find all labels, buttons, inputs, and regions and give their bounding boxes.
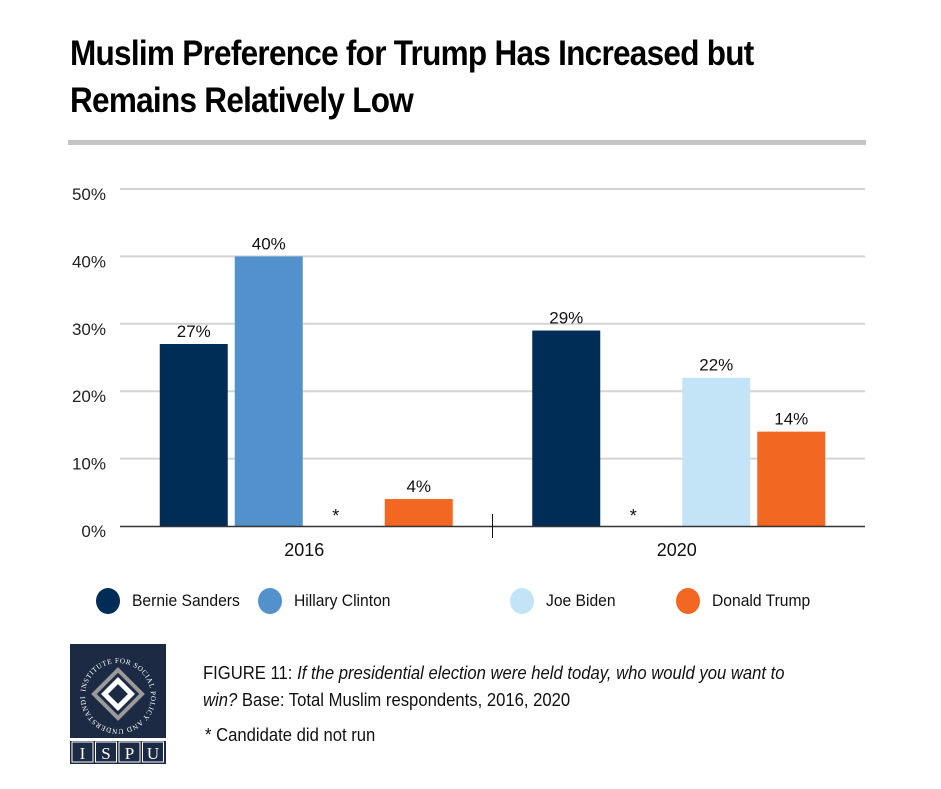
not-run-marker: * xyxy=(630,506,637,526)
bar-hillary-clinton-2016 xyxy=(234,256,303,526)
gridlines xyxy=(120,188,865,460)
title-divider xyxy=(68,140,866,145)
logo-letter-box xyxy=(118,741,141,763)
data-label: 22% xyxy=(699,356,733,375)
y-tick-label: 30% xyxy=(72,320,106,339)
data-label: 4% xyxy=(406,477,431,496)
y-tick-label: 40% xyxy=(72,252,106,271)
legend-swatch xyxy=(510,588,534,614)
logo-letter: S xyxy=(101,744,110,763)
logo-letter-box xyxy=(95,741,117,763)
legend-item: Bernie Sanders xyxy=(96,588,249,614)
legend-item: Donald Trump xyxy=(676,588,819,614)
legend-swatch xyxy=(258,588,282,614)
data-label: 29% xyxy=(549,309,583,328)
not-run-marker: * xyxy=(332,506,339,526)
legend-swatch xyxy=(676,588,700,614)
bar-chart: 0% 10% 20% 30% 40% 50% 27% 40% * 4% 29% * 22% 14% 20… xyxy=(72,185,865,560)
data-label: 14% xyxy=(774,410,808,429)
survey-base: Base: Total Muslim respondents, 2016, 20… xyxy=(241,689,571,710)
figure-caption: FIGURE 11: If the presidential election … xyxy=(203,662,785,710)
x-tick-label: 2020 xyxy=(657,540,697,560)
legend: Bernie Sanders Hillary Clinton Joe Biden Do… xyxy=(96,588,876,618)
bar-donald-trump-2016 xyxy=(384,499,453,526)
logo-letter-box xyxy=(71,741,94,763)
y-axis-ticks: 0% 10% 20% 30% 40% 50% xyxy=(72,185,106,541)
legend-label: Donald Trump xyxy=(712,591,811,610)
bar-joe-biden-2020 xyxy=(682,377,751,526)
bars: 27% 40% * 4% 29% * 22% 14% xyxy=(159,234,826,526)
x-axis: 2016 2020 xyxy=(120,514,865,560)
logo-letter: P xyxy=(125,744,134,763)
logo-letter: I xyxy=(80,744,86,763)
logo-letter: U xyxy=(147,744,159,763)
bar-bernie-sanders-2016 xyxy=(159,344,228,526)
legend-label: Bernie Sanders xyxy=(132,591,240,610)
bar-donald-trump-2020 xyxy=(757,431,826,526)
footnote: * Candidate did not run xyxy=(205,724,376,745)
legend-label: Joe Biden xyxy=(546,591,616,610)
figure-label: FIGURE 11 xyxy=(203,662,288,683)
bar-bernie-sanders-2020 xyxy=(532,330,601,526)
data-label: 40% xyxy=(252,234,286,253)
x-tick-label: 2016 xyxy=(284,540,324,560)
legend-label: Hillary Clinton xyxy=(294,591,391,610)
legend-swatch xyxy=(96,588,120,614)
chart-title: Muslim Preference for Trump Has Increase… xyxy=(70,34,754,120)
ispu-logo: INSTITUTE FOR SOCIAL POLICY AND UNDERSTA… xyxy=(67,638,166,764)
y-tick-label: 20% xyxy=(72,387,106,406)
y-tick-label: 10% xyxy=(72,455,106,474)
y-tick-label: 50% xyxy=(72,185,106,204)
legend-item: Joe Biden xyxy=(510,588,622,614)
survey-question: If the presidential election were held t… xyxy=(203,662,785,710)
legend-item: Hillary Clinton xyxy=(258,588,399,614)
logo-letter-box xyxy=(142,741,164,763)
data-label: 27% xyxy=(177,322,211,341)
y-tick-label: 0% xyxy=(81,522,106,541)
